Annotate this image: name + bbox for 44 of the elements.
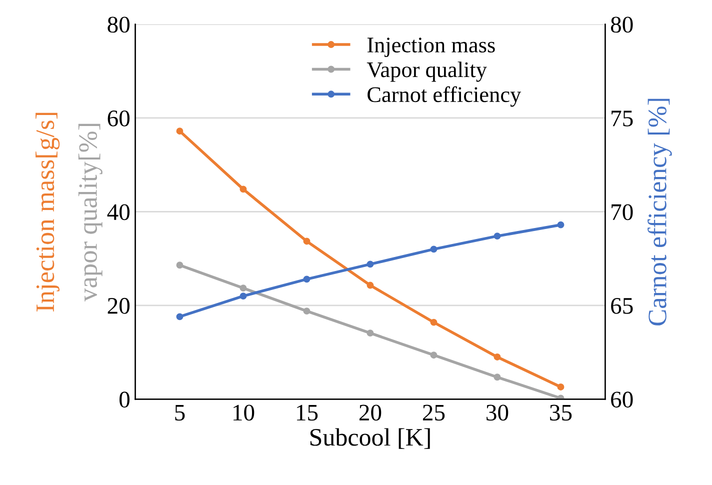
point — [430, 318, 438, 326]
y2-tick-label: 80 — [610, 16, 633, 33]
x-tick-label: 30 — [486, 404, 508, 421]
point — [494, 354, 501, 360]
x-tick-label: 20 — [359, 404, 382, 421]
y2-tick-label: 70 — [612, 204, 633, 220]
legend-label: Vapor quality — [366, 62, 487, 82]
x-axis-title: Subcool [K] — [310, 428, 430, 449]
y-tick-label: 60 — [108, 110, 130, 126]
y2-axis-title: Carnot efficiency [%] — [648, 98, 672, 326]
y-tick-label: 80 — [108, 16, 130, 33]
y2-tick-label: 60 — [611, 392, 633, 408]
point — [366, 282, 374, 289]
y2-tick-label: 65 — [611, 298, 633, 314]
x-tick-label: 5 — [175, 404, 185, 421]
legend-label: Carnot efficiency — [368, 86, 522, 107]
point — [176, 313, 184, 320]
point — [176, 262, 184, 269]
text: vapor quality[%] — [78, 124, 102, 302]
x-tick-label: 25 — [422, 404, 445, 421]
point — [303, 238, 310, 245]
point — [430, 352, 438, 359]
point — [494, 374, 501, 381]
y-tick-label: 0 — [120, 392, 130, 408]
point — [494, 232, 501, 240]
x-tick-label: 10 — [234, 404, 254, 421]
x-tick-label: 15 — [297, 404, 318, 421]
point — [303, 276, 310, 283]
point — [366, 260, 374, 268]
point — [366, 330, 374, 337]
y2-tick-label: 75 — [612, 110, 633, 126]
point — [176, 128, 184, 135]
point — [240, 284, 247, 292]
point — [430, 246, 438, 253]
point — [557, 384, 564, 390]
x-tick-label: 35 — [550, 404, 572, 421]
point — [303, 308, 310, 315]
point — [240, 186, 247, 193]
point — [557, 221, 564, 228]
y-tick-label: 20 — [108, 298, 130, 314]
y-tick-label: 40 — [107, 204, 130, 220]
point — [240, 292, 247, 300]
legend-label: Injection mass — [367, 38, 495, 58]
y-axis-title: Injection mass[g/s] — [36, 112, 60, 312]
